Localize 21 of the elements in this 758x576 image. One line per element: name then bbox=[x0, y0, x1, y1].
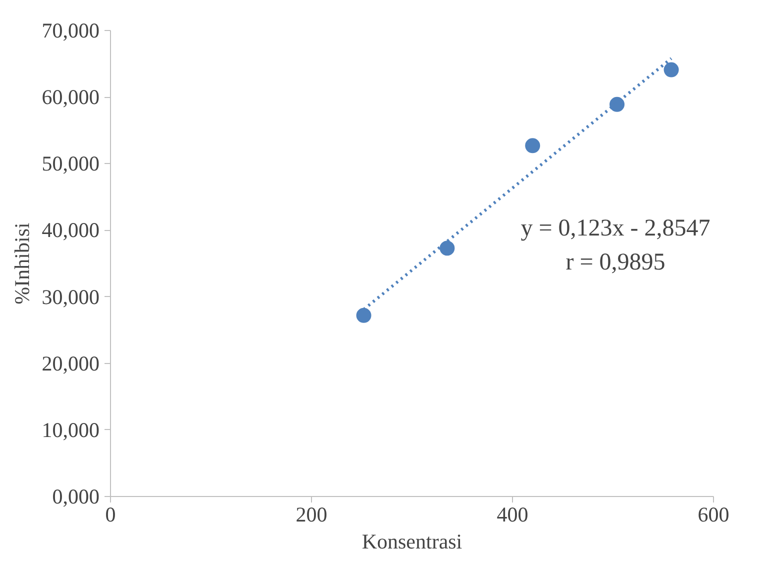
point bbox=[664, 62, 679, 78]
y-tick-label: 20,000 bbox=[42, 351, 100, 376]
point bbox=[356, 308, 372, 323]
y-tick-label: 40,000 bbox=[42, 218, 100, 242]
annotation: y = 0,123x - 2,8547 bbox=[520, 216, 710, 242]
annotation: r = 0,9895 bbox=[566, 250, 666, 276]
x-tick-label: 600 bbox=[698, 502, 730, 526]
y-tick-label: 50,000 bbox=[42, 152, 100, 176]
x-tick-label: 0 bbox=[105, 502, 116, 526]
y-tick-label: 70,000 bbox=[42, 18, 100, 42]
y-tick-label: 60,000 bbox=[42, 85, 100, 110]
y-tick-label: 30,000 bbox=[42, 284, 100, 309]
point bbox=[440, 240, 455, 256]
point bbox=[610, 96, 625, 112]
x-tick-label: 400 bbox=[496, 502, 528, 526]
y-axis-title: %Inhibisi bbox=[10, 222, 34, 304]
y-tick-label: 0,000 bbox=[52, 484, 100, 508]
point bbox=[525, 138, 540, 154]
y-tick-label: 10,000 bbox=[42, 418, 100, 442]
x-axis-title: Konsentrasi bbox=[362, 530, 462, 554]
x-tick-label: 200 bbox=[296, 502, 328, 526]
